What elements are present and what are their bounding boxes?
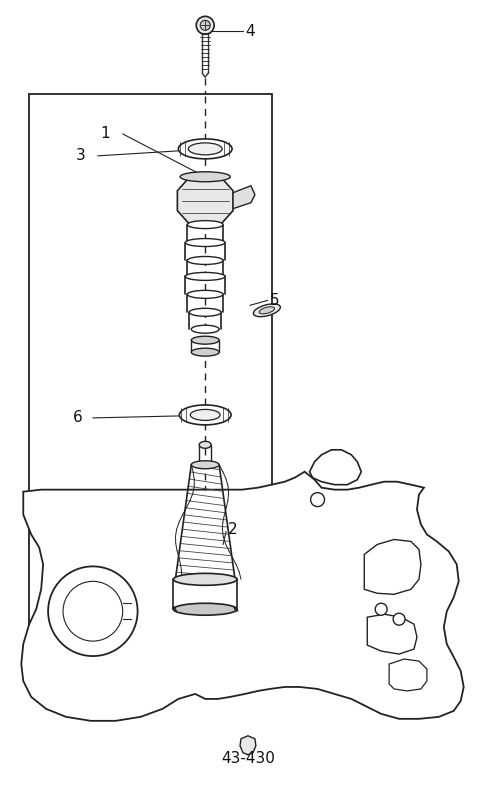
Ellipse shape [192, 461, 219, 468]
Text: 1: 1 [101, 127, 110, 141]
Text: 43-430: 43-430 [221, 751, 275, 766]
Ellipse shape [185, 273, 225, 281]
Ellipse shape [179, 139, 232, 159]
Text: 4: 4 [245, 24, 254, 39]
Circle shape [393, 613, 405, 625]
Ellipse shape [199, 441, 211, 448]
Ellipse shape [192, 348, 219, 356]
Text: 2: 2 [228, 522, 238, 537]
Ellipse shape [192, 325, 219, 333]
Text: 6: 6 [73, 410, 83, 425]
Ellipse shape [180, 172, 230, 182]
Ellipse shape [253, 304, 280, 317]
Circle shape [200, 20, 210, 31]
Circle shape [48, 567, 138, 656]
Ellipse shape [187, 290, 223, 299]
Ellipse shape [180, 405, 231, 425]
Polygon shape [367, 614, 417, 654]
Ellipse shape [199, 461, 211, 468]
Ellipse shape [187, 256, 223, 264]
Polygon shape [178, 177, 233, 225]
Circle shape [311, 493, 324, 507]
Polygon shape [233, 185, 255, 208]
Ellipse shape [187, 221, 223, 229]
Polygon shape [389, 659, 427, 691]
Circle shape [196, 17, 214, 35]
Text: 3: 3 [76, 149, 86, 163]
Text: 5: 5 [270, 293, 279, 308]
Ellipse shape [259, 307, 275, 314]
Polygon shape [310, 450, 361, 485]
Ellipse shape [190, 410, 220, 421]
Circle shape [63, 582, 123, 641]
Ellipse shape [189, 308, 221, 316]
Ellipse shape [173, 573, 237, 586]
Polygon shape [364, 539, 421, 594]
Polygon shape [21, 472, 464, 721]
Circle shape [375, 603, 387, 615]
Ellipse shape [188, 143, 222, 155]
Bar [29, 94, 272, 639]
Ellipse shape [173, 603, 237, 615]
Ellipse shape [185, 238, 225, 247]
Polygon shape [240, 736, 256, 755]
Ellipse shape [192, 336, 219, 344]
